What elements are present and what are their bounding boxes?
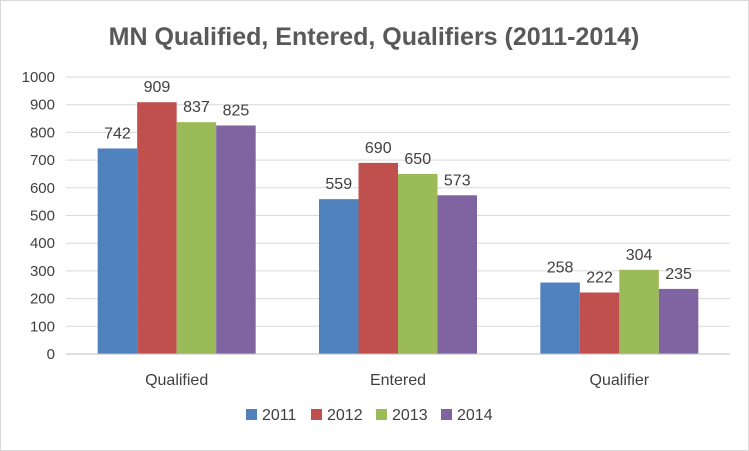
y-tick-label: 300 xyxy=(30,263,55,280)
legend-swatch xyxy=(376,409,387,420)
y-tick-label: 100 xyxy=(30,318,55,335)
bar-2011-entered xyxy=(319,199,359,354)
bar-2014-entered xyxy=(437,195,477,354)
data-label: 837 xyxy=(183,99,210,116)
legend-label: 2013 xyxy=(392,407,428,424)
legend-swatch xyxy=(311,409,322,420)
data-label: 650 xyxy=(404,151,431,168)
bar-2014-qualifier xyxy=(658,288,699,354)
y-tick-label: 1000 xyxy=(22,69,55,86)
y-tick-label: 800 xyxy=(30,124,55,141)
x-category-label: Qualified xyxy=(145,372,208,389)
legend-label: 2012 xyxy=(327,407,363,424)
data-label: 573 xyxy=(444,172,471,189)
y-tick-label: 700 xyxy=(30,152,55,169)
bar-2012-entered xyxy=(358,162,398,354)
legend-swatch xyxy=(246,409,257,420)
data-label: 909 xyxy=(144,79,171,96)
x-category-label: Qualifier xyxy=(590,372,650,389)
bar-2013-entered xyxy=(398,173,438,354)
y-tick-label: 500 xyxy=(30,208,55,225)
data-label: 235 xyxy=(665,266,692,283)
x-category-label: Entered xyxy=(370,372,426,389)
chart-title: MN Qualified, Entered, Qualifiers (2011-… xyxy=(109,23,640,51)
bar-2013-qualifier xyxy=(619,269,659,354)
data-label: 222 xyxy=(586,270,613,287)
y-tick-label: 200 xyxy=(30,291,55,308)
data-label: 825 xyxy=(223,102,250,119)
legend-item-2013: 2013 xyxy=(376,407,428,424)
data-label: 742 xyxy=(104,125,131,142)
bar-2012-qualified xyxy=(137,102,177,354)
y-tick-label: 600 xyxy=(30,180,55,197)
legend-item-2012: 2012 xyxy=(311,407,363,424)
legend-label: 2011 xyxy=(262,407,297,424)
legend-item-2011: 2011 xyxy=(246,407,297,424)
data-label: 258 xyxy=(547,260,574,277)
data-label: 559 xyxy=(325,176,352,193)
legend-label: 2014 xyxy=(457,407,493,424)
y-tick-label: 900 xyxy=(30,97,55,114)
bar-2014-qualified xyxy=(216,125,256,354)
bar-2011-qualifier xyxy=(540,282,580,354)
legend-swatch xyxy=(441,409,452,420)
y-tick-label: 0 xyxy=(47,346,55,363)
bar-2012-qualifier xyxy=(579,292,620,354)
bar-2011-qualified xyxy=(97,148,138,354)
data-label: 304 xyxy=(626,247,653,264)
y-tick-label: 400 xyxy=(30,235,55,252)
legend-item-2014: 2014 xyxy=(441,407,493,424)
data-label: 690 xyxy=(365,140,392,157)
bar-2013-qualified xyxy=(176,122,217,354)
